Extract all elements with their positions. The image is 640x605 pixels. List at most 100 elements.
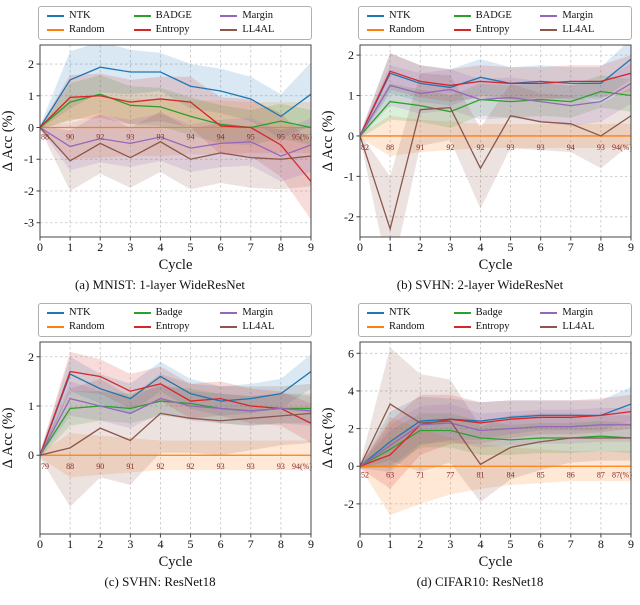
legend-item-margin: Margin: [540, 9, 623, 22]
plot-border: [359, 341, 632, 535]
legend-label: Margin: [242, 307, 274, 318]
y-tick-label: 2: [28, 350, 34, 364]
accuracy-annotation: 87: [597, 471, 605, 480]
accuracy-annotation: 93: [156, 133, 164, 142]
legend-line-swatch: [133, 14, 151, 17]
legend-line-swatch: [220, 28, 238, 31]
series-lines: [40, 66, 311, 182]
x-tick-label: 1: [387, 240, 393, 254]
series-band-entropy: [40, 351, 311, 458]
legend-line-swatch: [47, 28, 64, 31]
series-line-entropy: [40, 95, 311, 182]
y-tick-label: 2: [28, 57, 34, 71]
legend-label: Margin: [562, 307, 594, 318]
x-tick-label: 9: [628, 537, 634, 551]
legend-line-swatch: [367, 311, 384, 314]
x-tick-label: 0: [37, 537, 43, 551]
series-line-ll4al: [40, 412, 311, 456]
accuracy-annotation: 88: [386, 143, 394, 152]
legend-line-swatch: [133, 311, 151, 314]
legend-item-random: Random: [47, 23, 130, 36]
panel-c: NTK Badge Margin Random Entropy LL4AL 79 88 90 9…: [0, 299, 320, 590]
legend-line-swatch: [220, 14, 238, 17]
x-tick-label: 4: [477, 240, 483, 254]
legend-label: Entropy: [475, 24, 510, 35]
accuracy-annotation: 92: [476, 143, 484, 152]
series-band-ll4al: [360, 73, 631, 237]
accuracy-annotation: 93: [537, 143, 545, 152]
caption-b: (b) SVHN: 2-layer WideResNet: [396, 277, 564, 292]
legend-line-swatch: [367, 14, 384, 17]
x-tick-label: 8: [278, 537, 284, 551]
legend-d: NTK Badge Margin Random Entropy LL4AL: [358, 303, 632, 337]
series-band-entropy: [360, 394, 631, 489]
series-line-badge: [40, 93, 311, 129]
legend-a: NTK BADGE Margin Random Entropy LL4AL: [38, 6, 312, 40]
legend-line-swatch: [540, 28, 558, 31]
x-axis-label: Cycle: [479, 554, 513, 570]
legend-label: Random: [389, 24, 425, 35]
confidence-bands: [40, 351, 311, 507]
panel-b: NTK BADGE Margin Random Entropy LL4AL 82 88 91 9…: [320, 2, 640, 293]
plot-border: [359, 44, 632, 238]
caption-c: (c) SVHN: ResNet18: [104, 574, 216, 589]
x-tick-label: 9: [308, 537, 314, 551]
legend-label: Entropy: [155, 24, 190, 35]
x-tick-label: 5: [188, 240, 194, 254]
accuracy-annotation: 93: [277, 462, 285, 471]
confidence-bands: [360, 45, 631, 237]
legend-label: Random: [69, 321, 105, 332]
accuracy-annotations: 82 88 91 92 92 93 93 94 93 94(%): [361, 143, 632, 152]
legend-label: LL4AL: [562, 321, 595, 332]
plot-d: 52 63 71 77 81 84 85 86 87 87(%) 0 1 2 3 4 5 6 7 8 9 -2 0 2 4 6 C…: [320, 341, 634, 570]
x-tick-label: 2: [97, 537, 103, 551]
accuracy-annotation: 90: [96, 462, 104, 471]
accuracy-annotation: 52: [361, 471, 369, 480]
accuracy-annotation: 90: [66, 133, 74, 142]
accuracy-annotation: 81: [476, 471, 484, 480]
x-tick-label: 5: [188, 537, 194, 551]
series-line-ntk: [360, 403, 631, 467]
x-tick-label: 1: [387, 537, 393, 551]
axis-ticks: 0 1 2 3 4 5 6 7 8 9 -2 -1 0 1 2: [344, 48, 634, 254]
y-tick-label: 0: [28, 448, 34, 462]
y-tick-label: 2: [348, 48, 354, 62]
series-line-ll4al: [360, 106, 631, 232]
legend-line-swatch: [47, 14, 64, 17]
series-band-ntk: [360, 45, 631, 138]
series-band-entropy: [40, 73, 311, 220]
y-axis-label: Δ Acc (%): [320, 407, 336, 468]
legend-item-entropy: Entropy: [453, 23, 537, 36]
x-tick-label: 9: [628, 240, 634, 254]
confidence-bands: [40, 45, 311, 220]
series-line-entropy: [40, 370, 311, 456]
x-tick-label: 8: [598, 240, 604, 254]
legend-item-ll4al: LL4AL: [220, 320, 303, 333]
x-tick-label: 3: [447, 240, 453, 254]
legend-line-swatch: [453, 325, 471, 328]
series-band-margin: [40, 113, 311, 182]
x-tick-label: 0: [357, 240, 363, 254]
y-tick-label: 0: [28, 121, 34, 135]
legend-line-swatch: [453, 28, 471, 31]
series-line-margin: [360, 422, 631, 467]
y-tick-label: 6: [348, 346, 354, 360]
y-tick-label: -2: [344, 210, 354, 224]
series-line-entropy: [360, 70, 631, 137]
accuracy-annotation: 95: [277, 133, 285, 142]
accuracy-annotation: 86: [567, 471, 575, 480]
legend-label: LL4AL: [242, 24, 275, 35]
legend-label: NTK: [69, 307, 91, 318]
x-tick-label: 7: [568, 240, 574, 254]
series-lines: [40, 370, 311, 456]
legend-item-ntk: NTK: [47, 9, 130, 22]
accuracy-annotation: 88: [41, 133, 49, 142]
series-line-badge: [360, 90, 631, 137]
legend-label: Badge: [475, 307, 503, 318]
x-tick-label: 0: [357, 537, 363, 551]
legend-line-swatch: [133, 28, 151, 31]
y-tick-label: 1: [28, 399, 34, 413]
legend-label: NTK: [69, 10, 91, 21]
series-line-ntk: [40, 371, 311, 456]
